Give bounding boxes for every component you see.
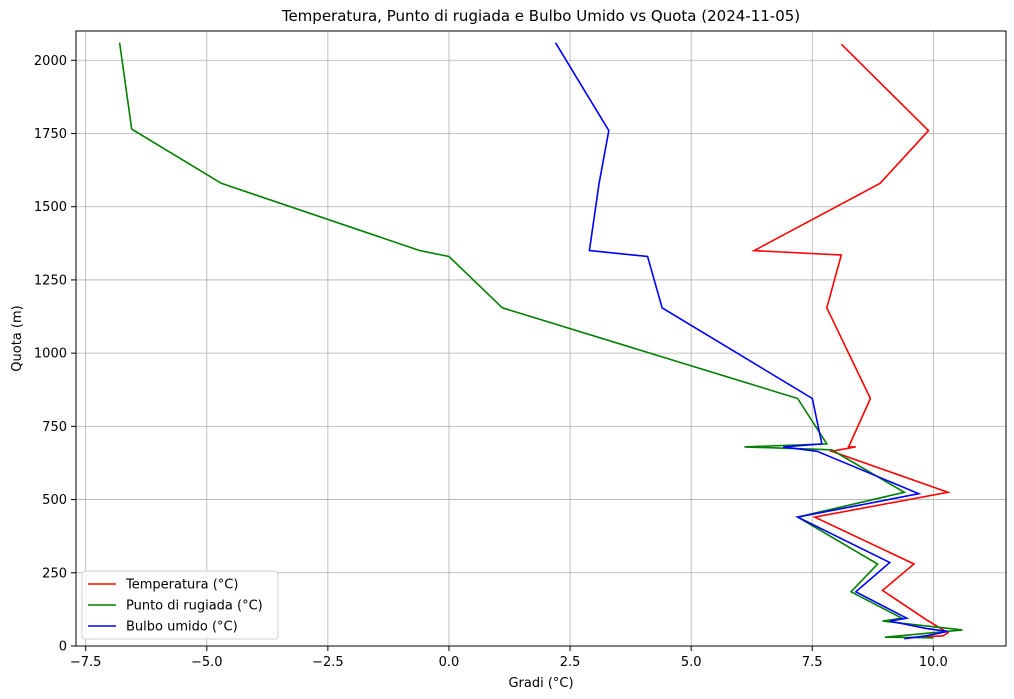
x-tick-label: 2.5 [560, 655, 581, 670]
plot-frame [75, 30, 1007, 647]
y-axis-ticks: 0 250 500 750 1000 1250 1500 1750 2000 [34, 54, 76, 655]
series-line-0 [751, 43, 951, 639]
y-tick-label: 1500 [34, 200, 67, 215]
y-axis-label: Quota (m) [10, 305, 25, 371]
y-tick-label: 0 [59, 640, 67, 655]
y-tick-label: 1750 [34, 127, 67, 142]
y-tick-label: 2000 [34, 54, 67, 69]
legend-entry: Temperatura (°C) [125, 578, 238, 593]
y-tick-label: 250 [42, 566, 67, 581]
x-tick-label: −2.5 [312, 655, 344, 670]
y-tick-label: 750 [42, 420, 67, 435]
legend-box [81, 570, 279, 640]
x-axis-label: Gradi (°C) [508, 676, 573, 691]
x-tick-label: −5.0 [191, 655, 223, 670]
legend-entry: Punto di rugiada (°C) [126, 599, 263, 614]
x-tick-label: 5.0 [681, 655, 702, 670]
x-tick-label: 10.0 [919, 655, 948, 670]
x-tick-label: −7.5 [70, 655, 102, 670]
series-lines [118, 42, 963, 640]
y-tick-label: 1000 [34, 347, 67, 362]
chart-title: Temperatura, Punto di rugiada e Bulbo Um… [281, 7, 800, 25]
y-tick-label: 500 [42, 493, 67, 508]
series-line-1 [118, 42, 963, 639]
legend-entry: Bulbo umido (°C) [126, 620, 238, 635]
x-axis-ticks: −7.5 −5.0 −2.5 0.0 2.5 5.0 7.5 10.0 [70, 646, 948, 670]
x-tick-label: 0.0 [439, 655, 460, 670]
y-tick-label: 1250 [34, 273, 67, 288]
x-tick-label: 7.5 [802, 655, 823, 670]
series-line-2 [554, 42, 949, 640]
legend: Temperatura (°C) Punto di rugiada (°C) Bul… [81, 570, 279, 640]
